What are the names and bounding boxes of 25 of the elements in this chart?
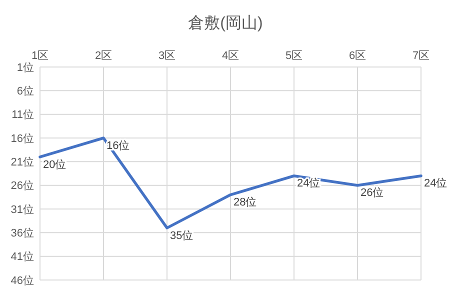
line-series — [38, 136, 422, 230]
data-label: 20位 — [43, 158, 66, 171]
x-tick-label: 3区 — [158, 50, 176, 62]
x-tick-label: 2区 — [94, 50, 112, 62]
y-tick-label: 26位 — [10, 180, 34, 192]
y-tick-label: 31位 — [10, 204, 34, 216]
data-label: 24位 — [424, 178, 448, 190]
x-tick-label: 4区 — [222, 50, 240, 62]
data-label: 28位 — [234, 196, 257, 209]
y-tick-label: 41位 — [10, 251, 34, 264]
y-tick-label: 46位 — [10, 274, 34, 287]
chart-title: 倉敷(岡山) — [188, 14, 263, 32]
x-tick-label: 5区 — [285, 50, 303, 62]
y-tick-label: 11位 — [12, 109, 34, 122]
y-tick-label: 16位 — [10, 132, 34, 145]
y-tick-label: 21位 — [10, 156, 34, 169]
y-tick-label: 6位 — [16, 86, 34, 98]
y-tick-label: 36位 — [10, 228, 34, 240]
x-tick-label: 6区 — [348, 50, 366, 62]
y-tick-label: 1位 — [16, 62, 34, 74]
x-tick-label: 7区 — [412, 50, 430, 62]
x-tick-label: 1区 — [31, 50, 49, 62]
data-label: 24位 — [297, 178, 320, 190]
data-label: 35位 — [170, 230, 194, 242]
data-label: 26位 — [360, 187, 384, 200]
